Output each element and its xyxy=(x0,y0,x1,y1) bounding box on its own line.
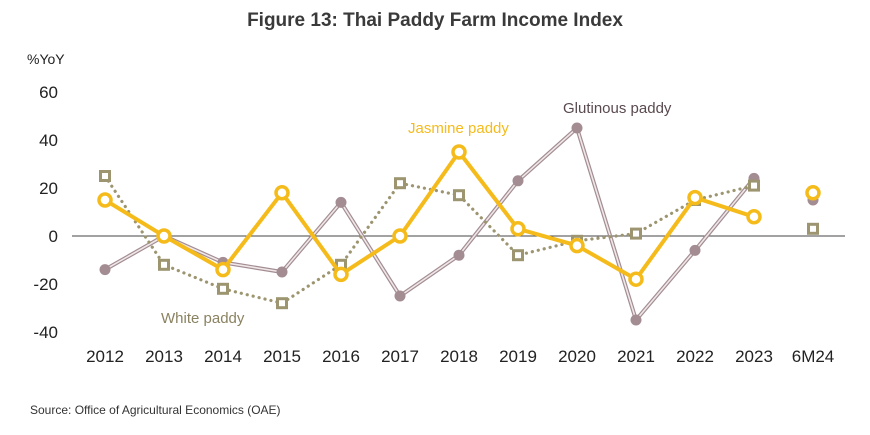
jasmine-paddy-point xyxy=(746,209,762,225)
glutinous-paddy-point xyxy=(630,314,642,326)
white-paddy-point xyxy=(630,227,642,240)
jasmine-paddy-point xyxy=(628,271,644,287)
x-tick-label: 2013 xyxy=(145,347,183,366)
white-paddy-point xyxy=(748,179,760,192)
jasmine-paddy-point xyxy=(333,266,349,283)
glutinous-paddy-point xyxy=(99,264,111,276)
y-tick-label: 20 xyxy=(39,179,58,198)
x-tick-label: 2015 xyxy=(263,347,301,366)
white-paddy-point xyxy=(276,297,288,310)
x-tick-label: 2019 xyxy=(499,347,537,366)
jasmine-paddy-point xyxy=(392,228,408,244)
jasmine-paddy-point xyxy=(215,261,231,278)
y-tick-label: -40 xyxy=(33,323,58,342)
glutinous-paddy-point xyxy=(394,290,406,302)
x-tick-label: 2022 xyxy=(676,347,714,366)
y-tick-label: -20 xyxy=(33,275,58,294)
white-paddy-point xyxy=(394,177,406,190)
y-axis-unit: %YoY xyxy=(27,51,65,67)
x-tick-label: 2020 xyxy=(558,347,596,366)
jasmine-paddy-series xyxy=(97,144,821,287)
white-paddy-point xyxy=(217,282,229,295)
glutinous-paddy-point xyxy=(512,175,524,187)
x-tick-label: 2017 xyxy=(381,347,419,366)
x-tick-label: 2012 xyxy=(86,347,124,366)
white-paddy-point xyxy=(807,222,819,235)
glutinous-paddy-point xyxy=(453,249,465,261)
glutinous-paddy-point xyxy=(276,266,288,278)
jasmine-paddy-line xyxy=(103,150,755,282)
y-tick-label: 60 xyxy=(39,83,58,102)
white-paddy-point xyxy=(512,249,524,262)
jasmine-paddy-point xyxy=(274,185,290,201)
jasmine-paddy-point xyxy=(687,189,703,206)
white-paddy-label: White paddy xyxy=(161,310,245,327)
white-paddy-point xyxy=(158,258,170,271)
jasmine-paddy-point xyxy=(156,228,172,244)
x-tick-label: 2021 xyxy=(617,347,655,366)
x-tick-label: 2014 xyxy=(204,347,242,366)
x-tick-label: 6M24 xyxy=(792,347,835,366)
jasmine-paddy-label: Jasmine paddy xyxy=(408,120,509,137)
glutinous-paddy-label: Glutinous paddy xyxy=(563,100,672,117)
y-tick-label: 0 xyxy=(49,227,58,246)
glutinous-paddy-point xyxy=(689,244,701,256)
x-tick-label: 2016 xyxy=(322,347,360,366)
source-note: Source: Office of Agricultural Economics… xyxy=(30,403,281,417)
white-paddy-point xyxy=(453,189,465,202)
glutinous-paddy-line-outline xyxy=(104,126,756,322)
glutinous-paddy-point xyxy=(335,196,347,208)
jasmine-paddy-point xyxy=(510,221,526,237)
jasmine-paddy-point xyxy=(569,237,585,254)
white-paddy-point xyxy=(99,170,111,182)
x-tick-label: 2018 xyxy=(440,347,478,366)
white-paddy-series xyxy=(99,170,819,310)
jasmine-paddy-point xyxy=(97,192,113,208)
jasmine-paddy-point xyxy=(805,185,821,201)
glutinous-paddy-line xyxy=(104,127,755,321)
y-tick-label: 40 xyxy=(39,131,58,150)
x-tick-label: 2023 xyxy=(735,347,773,366)
jasmine-paddy-point xyxy=(451,144,467,160)
white-paddy-line xyxy=(103,174,756,305)
chart-title: Figure 13: Thai Paddy Farm Income Index xyxy=(247,10,623,31)
glutinous-paddy-point xyxy=(571,122,583,134)
